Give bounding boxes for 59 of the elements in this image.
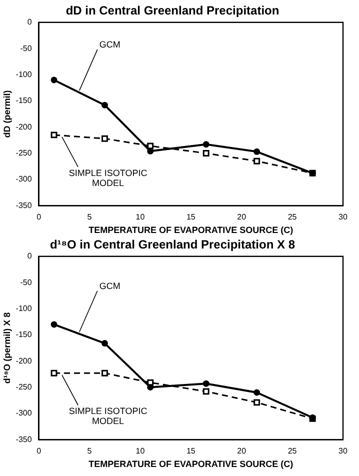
y-tick-label: 0 [27,18,32,27]
text: SIMPLE ISOTOPIC MODEL [68,168,148,188]
x-tick-label: 0 [36,446,42,456]
point [254,158,260,164]
x-tick-label: 10 [136,212,146,222]
chart-title: dD in Central Greenland Precipitation [66,4,280,18]
x-tick-label: 15 [186,446,196,456]
point [101,370,108,376]
point [50,321,58,328]
y-tick-label: -300 [16,408,32,418]
point [147,384,154,391]
point [50,132,58,138]
y-tick-label: -350 [16,434,32,444]
y-tick-label: -50 [20,278,32,287]
x-tick-label: 25 [288,446,298,456]
x-tick-label: 5 [87,446,92,456]
text: SIMPLE ISOTOPIC MODEL [68,406,148,426]
point [254,399,260,406]
y-tick-label: -200 [16,122,32,132]
y-tick-label: -150 [16,330,32,340]
x-tick-label: 20 [237,212,247,222]
x-tick-label: 10 [136,446,146,456]
point [202,141,210,148]
text: GCM [99,40,120,50]
y-tick-label: -150 [16,96,32,106]
point [147,142,154,150]
point [202,380,210,387]
y-axis-title: d¹⁸O (permil) X 8 [2,312,12,384]
y-tick-label: -200 [16,356,32,366]
y-tick-label: -250 [16,382,32,392]
x-tick-label: 0 [36,212,42,222]
y-axis-title: dD (permil) [2,90,12,138]
x-tick-label: 30 [338,212,348,222]
text: GCM [99,280,120,291]
point [101,102,108,108]
y-tick-label: -100 [16,70,32,79]
x-tick-label: 30 [338,446,348,456]
point [254,148,260,155]
point [147,148,154,154]
point [254,389,260,396]
y-tick-label: -300 [16,174,32,184]
point [202,150,210,156]
x-tick-label: 5 [87,212,92,222]
y-tick-label: 0 [27,252,32,261]
y-tick-label: -100 [16,304,32,313]
x-axis-title: TEMPERATURE OF EVAPORATIVE SOURCE (C) [88,225,294,236]
x-axis-title: TEMPERATURE OF EVAPORATIVE SOURCE (C) [88,459,294,470]
chart-title: d¹⁸O in Central Greenland Precipitation X 8 [50,238,296,252]
x-tick-label: 15 [186,212,196,222]
x-tick-label: 20 [237,446,247,456]
point [101,135,108,142]
y-tick-label: -350 [16,200,32,210]
point [101,340,108,347]
x-tick-label: 25 [288,212,298,222]
y-tick-label: -250 [16,148,32,158]
point [50,76,58,84]
y-tick-label: -50 [20,44,32,53]
point [202,388,210,395]
point [50,370,58,376]
